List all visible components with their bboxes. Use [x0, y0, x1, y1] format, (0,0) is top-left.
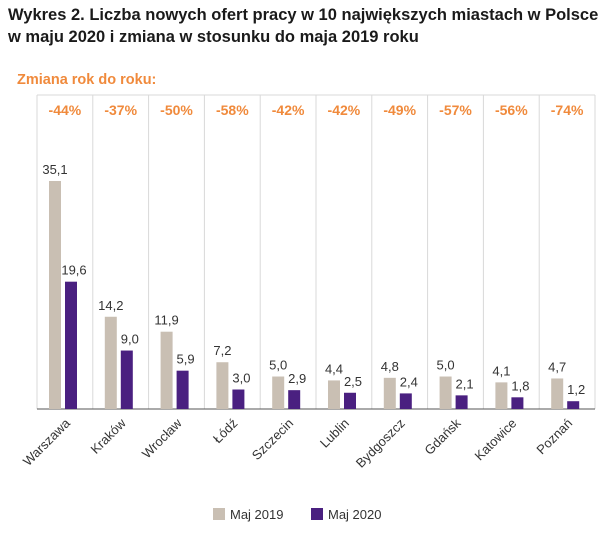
data-label: 19,6	[61, 263, 86, 278]
data-label: 5,9	[177, 352, 195, 367]
value-labels: 35,119,614,29,011,95,97,23,05,02,94,42,5…	[42, 162, 585, 397]
data-label: 11,9	[154, 313, 178, 328]
data-label: 2,1	[456, 376, 474, 391]
data-label: 4,4	[325, 361, 343, 376]
bar-maj-2019	[160, 331, 173, 409]
category-label: Poznań	[533, 416, 575, 458]
data-label: 4,1	[492, 363, 510, 378]
legend-swatch-2020	[311, 508, 323, 520]
bar-maj-2020	[344, 392, 356, 409]
yoy-percent: -49%	[383, 102, 416, 118]
data-label: 1,8	[511, 378, 529, 393]
bar-maj-2019	[49, 181, 61, 409]
bar-maj-2019	[495, 382, 508, 409]
data-label: 4,8	[381, 359, 399, 374]
category-label: Łódź	[210, 416, 241, 447]
category-label: Szczecin	[249, 416, 296, 463]
yoy-percent: -50%	[160, 102, 193, 118]
category-label: Wrocław	[139, 415, 185, 461]
bar-maj-2020	[288, 390, 301, 409]
yoy-percent: -56%	[495, 102, 528, 118]
category-labels: Warszawa Kraków Wrocław Łódź Szczecin Lublin B…	[20, 415, 575, 471]
yoy-percent: -42%	[272, 102, 305, 118]
bar-maj-2019	[328, 380, 340, 409]
yoy-percent: -42%	[328, 102, 361, 118]
legend-label-2019: Maj 2019	[230, 507, 283, 522]
yoy-label: Zmiana rok do roku:	[17, 72, 156, 88]
bar-maj-2019	[216, 362, 229, 409]
data-label: 9,0	[121, 332, 139, 347]
bar-maj-2019	[551, 378, 564, 409]
yoy-percent: -58%	[216, 102, 249, 118]
data-label: 3,0	[232, 371, 250, 386]
data-label: 35,1	[42, 162, 67, 177]
data-label: 14,2	[98, 298, 123, 313]
bar-maj-2020	[567, 401, 580, 409]
data-label: 7,2	[213, 343, 231, 358]
chart-title: Wykres 2. Liczba nowych ofert pracy w 10…	[8, 6, 599, 46]
bar-maj-2019	[104, 316, 117, 409]
bar-maj-2019	[272, 376, 285, 409]
bar-maj-2019	[383, 377, 396, 409]
yoy-percent: -44%	[49, 102, 82, 118]
data-label: 2,4	[400, 374, 418, 389]
category-label: Gdańsk	[421, 415, 464, 458]
category-label: Warszawa	[20, 415, 74, 469]
bar-maj-2020	[176, 370, 189, 409]
category-label: Kraków	[88, 415, 130, 457]
bar-maj-2020	[399, 393, 412, 409]
data-label: 2,5	[344, 374, 362, 389]
grid-lines	[36, 94, 596, 410]
bar-maj-2020	[232, 389, 245, 409]
bars	[49, 181, 580, 409]
bar-maj-2019	[439, 376, 452, 409]
yoy-percent: -57%	[439, 102, 472, 118]
bar-maj-2020	[455, 395, 468, 409]
legend: Maj 2019 Maj 2020	[213, 507, 381, 522]
bar-maj-2020	[120, 350, 133, 409]
category-label: Lublin	[317, 416, 352, 451]
data-label: 2,9	[288, 371, 306, 386]
data-label: 1,2	[567, 382, 585, 397]
data-label: 5,0	[437, 358, 455, 373]
legend-swatch-2019	[213, 508, 225, 520]
legend-label-2020: Maj 2020	[328, 507, 381, 522]
yoy-percent: -74%	[551, 102, 584, 118]
yoy-percent-row: -44% -37% -50% -58% -42% -42% -49% -57% -56% -74%	[49, 102, 584, 118]
yoy-percent: -37%	[104, 102, 137, 118]
data-label: 5,0	[269, 358, 287, 373]
category-label: Bydgoszcz	[353, 416, 408, 471]
data-label: 4,7	[548, 359, 566, 374]
bar-maj-2020	[511, 397, 524, 409]
category-label: Katowice	[472, 416, 520, 464]
bar-maj-2020	[65, 281, 77, 409]
